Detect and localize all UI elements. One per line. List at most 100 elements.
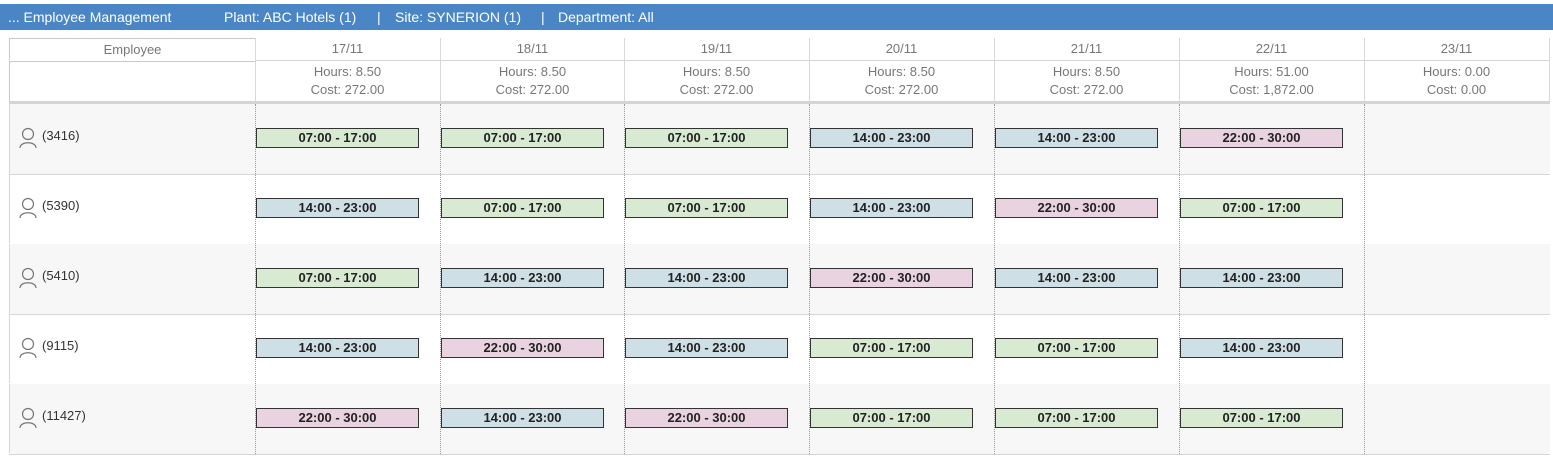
column-divider [440, 104, 441, 454]
shift-block[interactable]: 22:00 - 30:00 [441, 338, 604, 358]
shift-block[interactable]: 14:00 - 23:00 [625, 268, 788, 288]
column-divider [1364, 38, 1365, 102]
employee-cell[interactable]: (3416) [9, 104, 255, 173]
day-summary: Hours: 51.00 Cost: 1,872.00 [1179, 63, 1364, 103]
employee-cell[interactable]: (5390) [9, 174, 255, 243]
department-filter[interactable]: Department: All [558, 9, 654, 25]
shift-block[interactable]: 22:00 - 30:00 [256, 408, 419, 428]
column-divider [440, 38, 441, 102]
avatar-icon [19, 197, 37, 219]
table-row: (5390) 14:00 - 23:00 07:00 - 17:00 07:00 - … [9, 174, 1550, 245]
day-summary: Hours: 8.50 Cost: 272.00 [440, 63, 625, 103]
column-divider [624, 104, 625, 454]
day-hours: Hours: 51.00 [1234, 64, 1309, 79]
employee-label: (3416) [42, 128, 80, 143]
shift-block[interactable]: 14:00 - 23:00 [995, 128, 1158, 148]
employee-cell[interactable]: (11427) [9, 384, 255, 453]
day-hours: Hours: 8.50 [1052, 64, 1121, 79]
schedule-grid: Employee (3416) 07:00 - 17:00 07:00 - 17:0… [9, 38, 1550, 456]
shift-block[interactable]: 07:00 - 17:00 [625, 198, 788, 218]
day-header[interactable]: 22/11 [1255, 41, 1288, 56]
app-title[interactable]: ... Employee Management [8, 9, 172, 25]
employee-label: (9115) [42, 338, 79, 353]
shift-block[interactable]: 14:00 - 23:00 [810, 198, 973, 218]
shift-block[interactable]: 14:00 - 23:00 [441, 408, 604, 428]
employee-cell[interactable]: (9115) [9, 314, 255, 383]
day-hours: Hours: 8.50 [867, 64, 936, 79]
employee-label: (5390) [42, 198, 80, 213]
column-divider [255, 38, 256, 102]
day-hours: Hours: 8.50 [498, 64, 567, 79]
day-hours: Hours: 0.00 [1422, 64, 1491, 79]
day-header[interactable]: 17/11 [331, 41, 364, 56]
day-summary: Hours: 8.50 Cost: 272.00 [624, 63, 809, 103]
shift-block[interactable]: 22:00 - 30:00 [625, 408, 788, 428]
column-divider [1179, 104, 1180, 454]
table-row: (5410) 07:00 - 17:00 14:00 - 23:00 14:00 - … [9, 244, 1550, 315]
shift-block[interactable]: 14:00 - 23:00 [625, 338, 788, 358]
employee-summary-cell [9, 61, 256, 104]
shift-block[interactable]: 14:00 - 23:00 [810, 128, 973, 148]
shift-block[interactable]: 07:00 - 17:00 [256, 128, 419, 148]
column-divider [994, 104, 995, 454]
top-bar: ... Employee Management Plant: ABC Hotel… [0, 4, 1553, 30]
day-summary: Hours: 8.50 Cost: 272.00 [994, 63, 1179, 103]
column-divider [1179, 38, 1180, 102]
day-hours: Hours: 8.50 [313, 64, 382, 79]
employee-label: (5410) [42, 268, 80, 283]
day-summary: Hours: 0.00 Cost: 0.00 [1364, 63, 1549, 103]
shift-block[interactable]: 07:00 - 17:00 [810, 338, 973, 358]
day-cost: Cost: 272.00 [679, 82, 754, 97]
shift-block[interactable]: 07:00 - 17:00 [1180, 408, 1343, 428]
table-row: (11427) 22:00 - 30:00 14:00 - 23:00 22:00 -… [9, 384, 1550, 455]
shift-block[interactable]: 14:00 - 23:00 [1180, 338, 1343, 358]
shift-block[interactable]: 07:00 - 17:00 [810, 408, 973, 428]
header-divider [255, 60, 1550, 61]
shift-block[interactable]: 14:00 - 23:00 [1180, 268, 1343, 288]
shift-block[interactable]: 07:00 - 17:00 [441, 128, 604, 148]
avatar-icon [19, 267, 37, 289]
table-row: (9115) 14:00 - 23:00 22:00 - 30:00 14:00 - … [9, 314, 1550, 385]
day-header[interactable]: 19/11 [700, 41, 733, 56]
shift-block[interactable]: 07:00 - 17:00 [995, 408, 1158, 428]
avatar-icon [19, 407, 37, 429]
column-divider [809, 104, 810, 454]
day-hours: Hours: 8.50 [682, 64, 751, 79]
shift-block[interactable]: 14:00 - 23:00 [256, 338, 419, 358]
column-divider [624, 38, 625, 102]
employee-column-header[interactable]: Employee [9, 38, 256, 60]
day-cost: Cost: 272.00 [1049, 82, 1124, 97]
site-filter[interactable]: Site: SYNERION (1) [395, 9, 522, 25]
day-cost: Cost: 0.00 [1426, 82, 1487, 97]
shift-block[interactable]: 07:00 - 17:00 [625, 128, 788, 148]
separator: | [377, 9, 381, 25]
shift-block[interactable]: 07:00 - 17:00 [995, 338, 1158, 358]
day-header[interactable]: 20/11 [885, 41, 918, 56]
shift-block[interactable]: 22:00 - 30:00 [995, 198, 1158, 218]
day-header[interactable]: 23/11 [1440, 41, 1473, 56]
column-divider [1364, 104, 1365, 454]
shift-block[interactable]: 07:00 - 17:00 [256, 268, 419, 288]
separator: | [541, 9, 545, 25]
day-summary: Hours: 8.50 Cost: 272.00 [809, 63, 994, 103]
plant-filter[interactable]: Plant: ABC Hotels (1) [224, 9, 357, 25]
employee-column-label: Employee [103, 42, 162, 57]
shift-block[interactable]: 14:00 - 23:00 [441, 268, 604, 288]
column-divider [255, 104, 256, 454]
day-header[interactable]: 18/11 [516, 41, 549, 56]
avatar-icon [19, 337, 37, 359]
shift-block[interactable]: 14:00 - 23:00 [256, 198, 419, 218]
column-divider [1549, 38, 1550, 102]
column-divider [809, 38, 810, 102]
day-cost: Cost: 272.00 [310, 82, 385, 97]
shift-block[interactable]: 07:00 - 17:00 [441, 198, 604, 218]
shift-block[interactable]: 22:00 - 30:00 [810, 268, 973, 288]
shift-block[interactable]: 14:00 - 23:00 [995, 268, 1158, 288]
shift-block[interactable]: 07:00 - 17:00 [1180, 198, 1343, 218]
table-row: (3416) 07:00 - 17:00 07:00 - 17:00 07:00 - … [9, 104, 1550, 175]
employee-cell[interactable]: (5410) [9, 244, 255, 313]
day-summary: Hours: 8.50 Cost: 272.00 [255, 63, 440, 103]
shift-block[interactable]: 22:00 - 30:00 [1180, 128, 1343, 148]
day-header[interactable]: 21/11 [1070, 41, 1103, 56]
avatar-icon [19, 127, 37, 149]
